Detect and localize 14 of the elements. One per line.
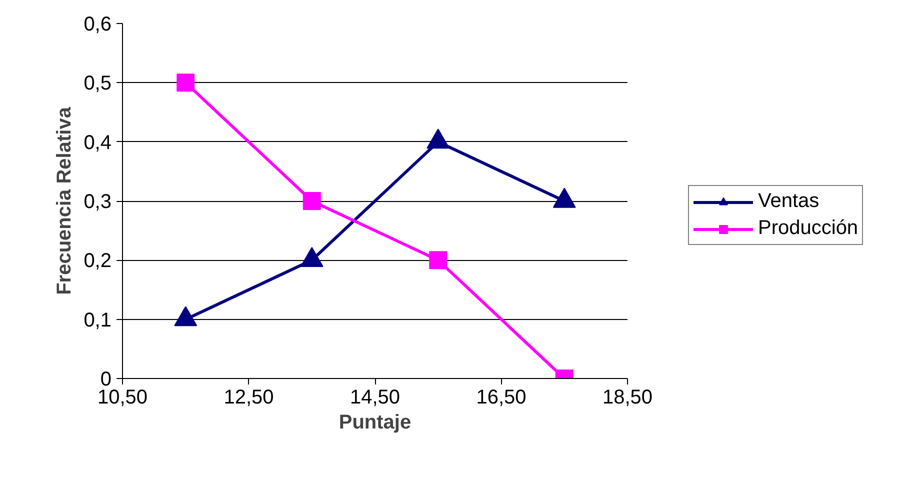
x-tick-label: 14,50 (350, 386, 400, 408)
x-tick-label: 16,50 (476, 386, 526, 408)
legend-label: Ventas (758, 190, 820, 213)
y-axis-title: Frecuencia Relativa (54, 106, 76, 295)
x-tick-label: 18,50 (602, 386, 653, 408)
y-tick-label: 0,6 (84, 14, 112, 36)
y-tick-label: 0,3 (84, 191, 112, 213)
legend-label: Producción (758, 217, 858, 240)
y-tick-label: 0,2 (84, 250, 112, 272)
x-axis-title: Puntaje (338, 412, 412, 434)
y-tick-label: 0,4 (84, 132, 112, 154)
y-tick-label: 0,1 (84, 309, 112, 332)
x-tick-label: 12,50 (224, 386, 274, 408)
y-tick-label: 0,5 (84, 72, 112, 95)
